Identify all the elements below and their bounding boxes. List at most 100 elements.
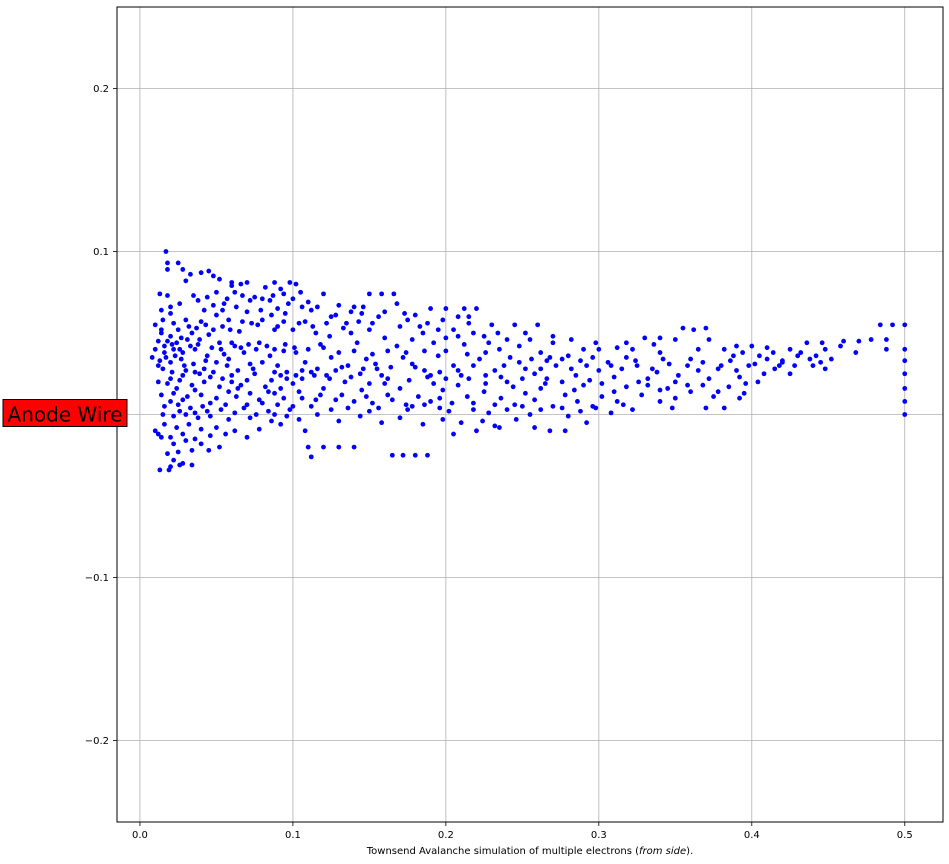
data-point (160, 412, 166, 417)
data-point (275, 402, 281, 408)
data-point (660, 356, 666, 362)
data-point (308, 369, 314, 375)
data-point (229, 340, 235, 346)
data-point (354, 340, 360, 346)
data-point (512, 402, 518, 408)
data-point (224, 296, 230, 302)
data-point (590, 403, 596, 409)
data-point (523, 330, 528, 336)
data-point (437, 369, 443, 375)
data-point (822, 366, 828, 372)
data-point (599, 394, 605, 399)
data-point (165, 451, 170, 457)
data-point (174, 386, 180, 391)
data-point (492, 402, 498, 408)
data-point (584, 363, 589, 368)
data-point (195, 415, 201, 421)
data-point (229, 283, 235, 289)
data-point (247, 415, 253, 421)
data-point (665, 386, 671, 391)
data-point (376, 314, 381, 320)
data-point (737, 374, 742, 380)
data-point (737, 395, 742, 401)
data-point (529, 356, 534, 362)
data-point (207, 413, 213, 419)
data-point (498, 374, 504, 380)
data-point (296, 389, 302, 395)
data-point (688, 389, 694, 395)
data-point (278, 386, 284, 391)
data-point (772, 366, 778, 372)
data-point (155, 363, 161, 368)
data-point (333, 368, 339, 373)
data-point (180, 372, 186, 378)
data-point (195, 342, 201, 347)
data-point (466, 320, 472, 326)
data-point (299, 395, 305, 401)
data-point (302, 359, 308, 365)
data-point (420, 421, 426, 427)
data-point (201, 379, 207, 385)
data-point (183, 278, 189, 284)
data-point (180, 267, 186, 272)
data-point (366, 291, 372, 297)
data-point (165, 338, 170, 344)
data-points (149, 249, 908, 473)
data-point (197, 337, 203, 342)
data-point (443, 376, 449, 382)
data-point (440, 416, 446, 422)
data-point (481, 333, 487, 339)
data-point (695, 368, 701, 373)
data-point (158, 307, 164, 313)
data-point (178, 335, 184, 341)
data-point (379, 420, 385, 426)
data-point (333, 397, 339, 403)
data-point (172, 353, 178, 359)
data-point (282, 311, 288, 316)
data-point (397, 386, 403, 391)
data-point (360, 366, 366, 372)
data-point (246, 342, 251, 347)
data-point (262, 284, 268, 290)
data-point (504, 407, 510, 413)
data-point (614, 345, 620, 351)
data-point (278, 286, 284, 292)
data-point (902, 371, 908, 377)
data-point (244, 402, 250, 408)
data-point (278, 421, 284, 427)
data-point (440, 317, 446, 323)
data-point (324, 320, 329, 326)
data-point (192, 410, 198, 416)
data-point (706, 337, 712, 342)
data-point (188, 405, 193, 411)
data-point (229, 372, 235, 378)
data-point (293, 350, 299, 355)
data-point (359, 387, 365, 393)
data-point (497, 425, 502, 430)
data-point (575, 399, 580, 404)
data-point (461, 342, 467, 347)
data-point (357, 371, 363, 377)
data-point (188, 271, 193, 277)
data-point (217, 444, 222, 450)
data-point (195, 298, 201, 303)
data-point (608, 363, 614, 368)
data-point (189, 462, 195, 468)
data-point (162, 343, 167, 349)
data-point (409, 337, 415, 342)
data-point (220, 324, 225, 329)
data-point (700, 359, 706, 365)
data-point (357, 413, 363, 419)
data-point (688, 356, 694, 362)
data-point (504, 337, 510, 342)
data-point (804, 340, 810, 346)
data-point (198, 441, 204, 447)
data-point (587, 377, 593, 383)
data-point (253, 412, 259, 417)
data-point (244, 377, 250, 383)
data-point (244, 280, 250, 285)
data-point (285, 301, 291, 307)
data-point (458, 372, 464, 378)
data-point (787, 371, 793, 377)
data-point (192, 387, 198, 393)
